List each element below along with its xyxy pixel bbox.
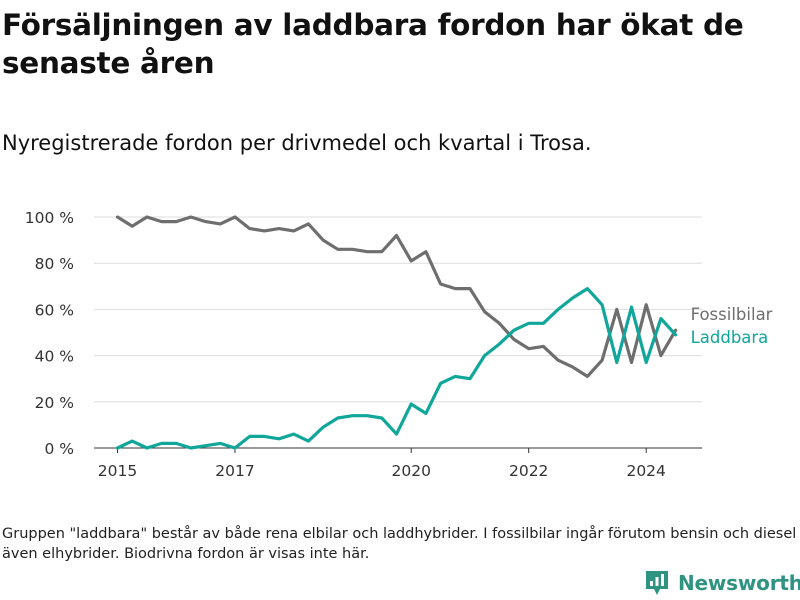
- y-tick-label: 20 %: [35, 394, 74, 412]
- brand-logo: Newsworthy: [644, 569, 800, 597]
- newsworthy-logo-icon: [646, 571, 668, 595]
- legend-label-laddbara: Laddbara: [691, 328, 769, 347]
- x-tick-label: 2020: [391, 462, 430, 480]
- brand-name: Newsworthy: [678, 571, 800, 595]
- series-line-laddbara: [115, 287, 678, 450]
- y-axis-tick-labels: 0 % 20 % 40 % 60 % 80 % 100 %: [25, 209, 74, 458]
- line-chart: 0 % 20 % 40 % 60 % 80 % 100 % 2015 2017 2020 202…: [25, 209, 773, 480]
- y-tick-label: 0 %: [44, 440, 74, 458]
- y-tick-label: 100 %: [25, 209, 74, 227]
- x-tick-label: 2017: [215, 462, 254, 480]
- footnote: Gruppen "laddbara" består av både rena e…: [2, 526, 797, 562]
- x-axis-ticks: 2015 2017 2020 2022 2024: [98, 448, 666, 480]
- gridlines: [94, 216, 702, 403]
- y-tick-label: 60 %: [35, 301, 74, 319]
- series-line-fossilbilar: [115, 215, 678, 378]
- inline-legend: Fossilbilar Laddbara: [691, 305, 773, 347]
- legend-label-fossilbilar: Fossilbilar: [691, 305, 773, 324]
- y-tick-label: 40 %: [35, 348, 74, 366]
- x-tick-label: 2024: [626, 462, 665, 480]
- x-tick-label: 2022: [509, 462, 548, 480]
- chart-subtitle: Nyregistrerade fordon per drivmedel och …: [2, 131, 592, 155]
- y-tick-label: 80 %: [35, 255, 74, 273]
- x-tick-label: 2015: [98, 462, 137, 480]
- chart-title: Försäljningen av laddbara fordon har öka…: [2, 8, 744, 80]
- series-lines: [115, 215, 678, 450]
